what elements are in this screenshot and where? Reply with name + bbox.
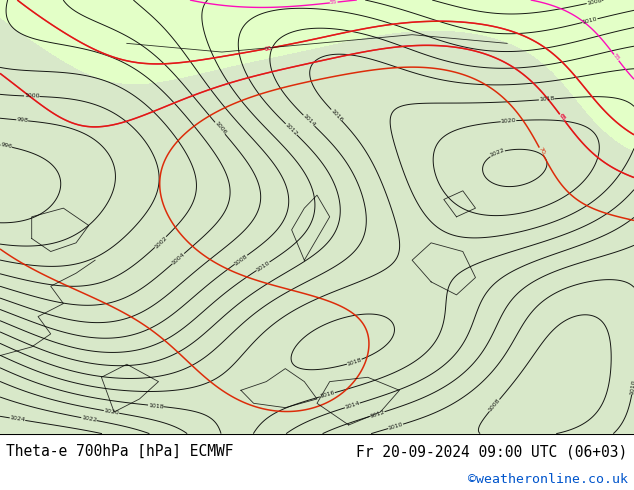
Text: ©weatheronline.co.uk: ©weatheronline.co.uk [468,473,628,487]
Text: 1000: 1000 [24,94,39,99]
Text: 1012: 1012 [369,409,385,419]
Text: 65: 65 [558,113,566,122]
Text: 1014: 1014 [302,113,316,128]
Text: 55: 55 [330,0,338,5]
Text: 1016: 1016 [319,390,335,399]
Text: 65: 65 [558,113,566,122]
Text: 1018: 1018 [148,403,164,409]
Text: 1010: 1010 [582,16,598,25]
Text: 1024: 1024 [10,416,25,423]
Text: 1012: 1012 [284,122,299,137]
Text: 1014: 1014 [344,401,361,410]
Text: 60: 60 [264,45,273,51]
Text: 1002: 1002 [153,235,168,249]
Text: 1008: 1008 [233,253,249,266]
Text: 1006: 1006 [213,121,227,136]
Text: 1010: 1010 [630,379,634,395]
Text: 1004: 1004 [171,252,186,266]
Text: 1016: 1016 [330,108,344,122]
Text: 996: 996 [0,143,13,150]
Text: Fr 20-09-2024 09:00 UTC (06+03): Fr 20-09-2024 09:00 UTC (06+03) [356,444,628,459]
Text: Theta-e 700hPa [hPa] ECMWF: Theta-e 700hPa [hPa] ECMWF [6,444,234,459]
Text: 60: 60 [264,45,273,51]
Text: 1010: 1010 [255,260,271,272]
Text: 1018: 1018 [346,357,363,367]
Text: 1008: 1008 [586,0,602,6]
Text: 55: 55 [612,53,621,62]
Text: 998: 998 [16,117,29,123]
Text: 1022: 1022 [81,415,97,423]
Text: 70: 70 [537,147,545,156]
Text: 1018: 1018 [539,97,555,102]
Text: 1022: 1022 [489,148,505,158]
Text: 1020: 1020 [500,118,517,124]
Text: 1008: 1008 [488,398,501,413]
Text: 1010: 1010 [387,422,404,431]
Text: 1020: 1020 [103,408,120,416]
